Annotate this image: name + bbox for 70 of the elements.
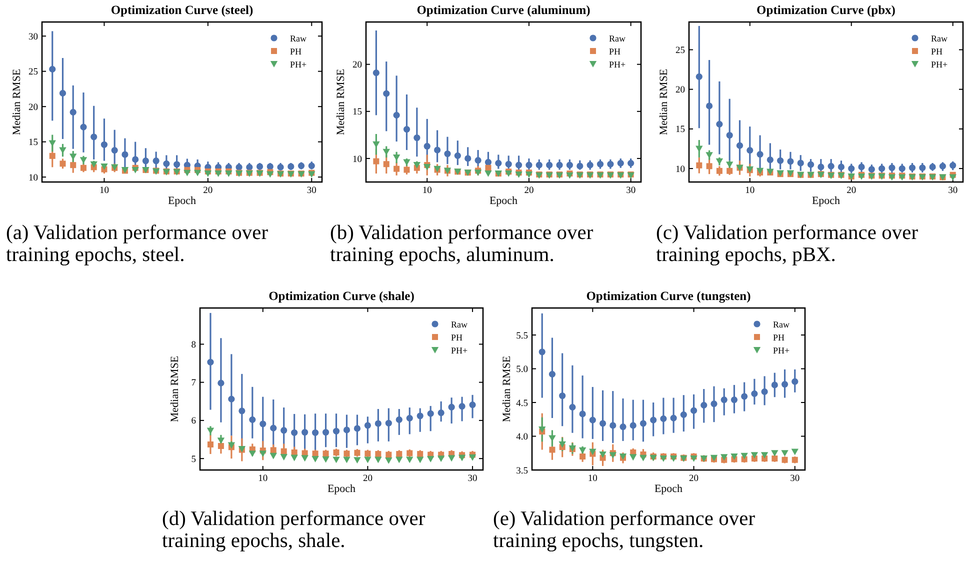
x-tick-label: 30 [790,474,800,484]
y-tick-label: 25 [28,68,38,78]
chart-title: Optimization Curve (tungsten) [586,289,751,303]
legend-label: PH [931,46,944,56]
x-axis-title: Epoch [168,195,197,207]
y-tick-label: 15 [676,125,686,136]
text: (b) Validation performance over training epochs, aluminum. [330,222,594,266]
y-axis-title: Median RMSE [11,68,23,136]
legend-label: PH [773,332,786,342]
legend-label: Raw [931,33,948,44]
legend-label: PH+ [773,345,790,356]
y-tick-label: 5 [191,454,196,465]
x-axis-title: Epoch [489,195,518,207]
legend-label: Raw [773,319,790,330]
y-tick-label: 4.5 [516,398,528,409]
y-tick-label: 3.5 [516,466,528,476]
y-tick-label: 7 [191,378,196,389]
x-tick-label: 10 [422,186,432,196]
x-tick-label: 10 [99,186,110,196]
y-tick-label: 20 [28,102,38,113]
y-tick-label: 20 [352,60,362,71]
legend-label: PH [290,46,302,56]
legend-label: PH+ [290,59,307,70]
y-tick-label: 5.5 [516,331,528,342]
y-tick-label: 4.0 [516,432,528,443]
y-axis-title: Median RMSE [501,356,513,422]
y-tick-label: 20 [676,86,686,96]
y-tick-label: 10 [676,164,686,175]
x-axis-title: Epoch [812,195,841,207]
y-axis-title: Median RMSE [335,68,347,136]
y-tick-label: 15 [352,108,362,118]
y-tick-label: 5.0 [516,365,528,376]
text: (a) Validation performance over training epochs, steel. [6,222,268,266]
text: (d) Validation performance over training epochs, shale. [162,508,426,552]
x-tick-label: 30 [948,186,958,196]
x-tick-label: 30 [306,186,317,196]
x-tick-label: 30 [468,474,478,484]
x-tick-label: 10 [745,186,755,196]
legend-label: Raw [451,319,468,330]
y-tick-label: 10 [352,154,362,165]
legend-label: PH [609,46,622,56]
y-axis-title: Median RMSE [169,356,181,422]
y-tick-label: 10 [28,173,38,184]
chart-title: Optimization Curve (pbx) [756,3,896,17]
legend-label: PH+ [451,345,468,356]
x-tick-label: 10 [258,474,268,484]
text: (e) Validation performance over training epochs, tungsten. [493,508,756,552]
y-axis-title: Median RMSE [658,68,670,136]
x-tick-label: 10 [588,474,598,484]
x-tick-label: 20 [689,474,699,484]
x-tick-label: 20 [203,186,213,196]
x-tick-label: 30 [626,186,636,196]
x-axis-title: Epoch [654,483,684,495]
legend-label: Raw [290,33,307,44]
y-tick-label: 6 [191,416,196,427]
x-tick-label: 20 [846,186,856,196]
y-tick-label: 15 [28,138,38,148]
legend-label: PH [451,332,464,342]
legend-label: PH+ [931,59,948,70]
chart-title: Optimization Curve (steel) [110,3,254,17]
legend-label: PH+ [609,59,626,70]
chart-title: Optimization Curve (shale) [268,289,414,303]
legend-label: Raw [609,33,626,44]
y-tick-label: 8 [191,340,196,351]
x-axis-title: Epoch [327,483,356,495]
chart-title: Optimization Curve (aluminum) [416,3,590,17]
text: (c) Validation performance over training epochs, pBX. [656,222,920,266]
y-tick-label: 30 [28,32,38,42]
x-tick-label: 20 [362,474,373,484]
y-tick-label: 25 [676,46,686,56]
